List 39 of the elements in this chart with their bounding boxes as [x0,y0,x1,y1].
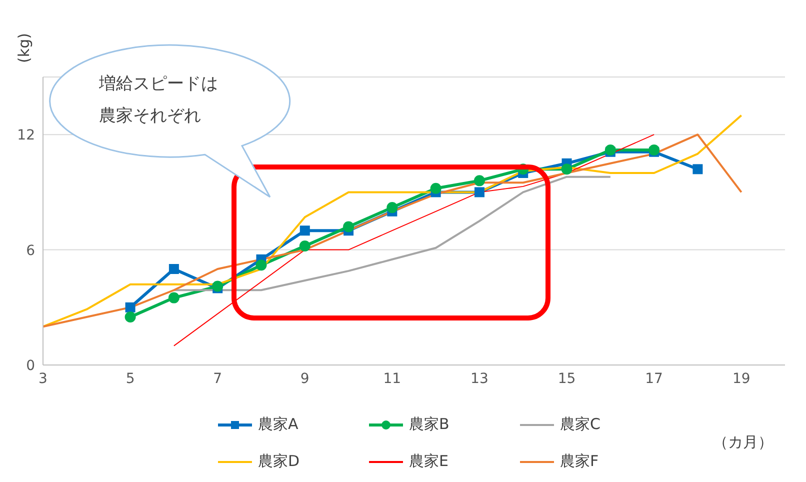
point [300,226,310,236]
point [212,280,224,292]
point [124,312,136,322]
x-tick-label: 9 [300,370,310,387]
text: （カ月） [713,433,773,452]
line-series [173,134,655,346]
point [430,182,442,194]
point [168,292,180,304]
point [604,144,616,156]
point [474,187,484,198]
point [343,221,354,232]
x-tick-label: 7 [213,370,222,387]
legend-label: 農家E [409,452,448,471]
legend-label: 農家F [560,452,599,471]
point [256,260,267,271]
point [168,264,179,274]
point [561,164,572,175]
point [299,240,310,252]
y-axis-title: (kg) [15,33,33,63]
point [474,175,485,186]
point [125,302,136,312]
x-tick-label: 11 [383,370,402,387]
x-tick-label: 17 [645,370,663,387]
x-tick-label: 15 [558,370,576,387]
point [648,144,660,156]
y-tick-label: 12 [17,128,35,144]
y-tick-label: 6 [26,242,36,259]
x-tick-label: 5 [126,370,135,387]
x-tick-label: 19 [732,370,750,387]
point [386,202,398,214]
legend-label: 農家A [258,415,298,434]
legend-label: 農家C [560,415,600,434]
x-tick-label: 13 [470,370,488,387]
annotation: 増給スピードは農家それぞれ [99,73,219,128]
point [692,164,703,174]
y-tick-label: 0 [26,358,35,374]
legend-label: 農家B [409,415,450,434]
legend-label: 農家D [258,452,300,471]
x-tick-label: 3 [38,370,48,387]
